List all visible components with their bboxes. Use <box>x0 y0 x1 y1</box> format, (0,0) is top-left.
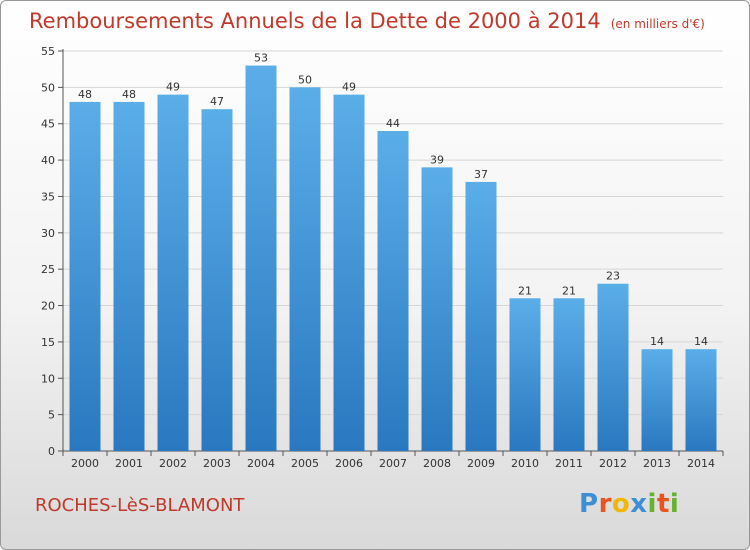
bar <box>421 167 453 451</box>
bar <box>69 101 101 451</box>
bar <box>157 94 189 452</box>
x-tick-label: 2007 <box>379 457 407 470</box>
data-label: 49 <box>342 81 356 94</box>
x-tick-label: 2000 <box>71 457 99 470</box>
data-label: 21 <box>562 284 576 297</box>
bar <box>553 298 585 451</box>
data-label: 44 <box>386 117 400 130</box>
proxiti-logo: Proxiti <box>579 489 679 519</box>
logo-letter: r <box>598 489 612 519</box>
y-tick-label: 45 <box>41 118 55 131</box>
bar <box>465 181 497 451</box>
bar <box>685 349 717 451</box>
bars <box>69 65 717 452</box>
y-tick-label: 20 <box>41 300 55 313</box>
bar <box>509 298 541 451</box>
data-label: 49 <box>166 81 180 94</box>
x-tick-label: 2011 <box>555 457 583 470</box>
y-tick-label: 55 <box>41 45 55 58</box>
chart-unit: (en milliers d'€) <box>610 17 705 31</box>
y-tick-label: 0 <box>48 445 55 458</box>
data-label: 23 <box>606 270 620 283</box>
y-tick-label: 30 <box>41 227 55 240</box>
x-tick-label: 2002 <box>159 457 187 470</box>
x-tick-label: 2003 <box>203 457 231 470</box>
x-tick-label: 2004 <box>247 457 275 470</box>
data-label: 47 <box>210 95 224 108</box>
x-tick-label: 2013 <box>643 457 671 470</box>
data-label: 48 <box>78 88 92 101</box>
chart-title-text: Remboursements Annuels de la Dette de 20… <box>29 9 601 33</box>
y-tick-label: 50 <box>41 81 55 94</box>
data-label: 14 <box>650 335 664 348</box>
logo-letter: i <box>647 489 657 519</box>
y-tick-label: 10 <box>41 372 55 385</box>
x-tick-label: 2008 <box>423 457 451 470</box>
y-tick-label: 15 <box>41 336 55 349</box>
x-tick-label: 2014 <box>687 457 715 470</box>
x-tick-label: 2005 <box>291 457 319 470</box>
logo-letter: o <box>611 489 631 519</box>
data-label: 48 <box>122 88 136 101</box>
bar <box>333 94 365 452</box>
bar <box>245 65 277 451</box>
y-tick-label: 35 <box>41 190 55 203</box>
x-tick-label: 2012 <box>599 457 627 470</box>
commune-name: ROCHES-LèS-BLAMONT <box>35 495 245 516</box>
data-label: 37 <box>474 168 488 181</box>
x-tick-label: 2006 <box>335 457 363 470</box>
logo-letter: t <box>656 489 670 519</box>
logo-letter: P <box>579 489 599 519</box>
chart-title: Remboursements Annuels de la Dette de 20… <box>29 9 705 33</box>
data-label: 53 <box>254 52 268 65</box>
bar <box>641 349 673 451</box>
logo-letter: x <box>630 489 648 519</box>
x-tick-label: 2010 <box>511 457 539 470</box>
x-tick-label: 2009 <box>467 457 495 470</box>
x-tick-label: 2001 <box>115 457 143 470</box>
bar <box>597 283 629 451</box>
bar <box>201 109 233 451</box>
labels: 48 48 49 47 53 50 49 44 39 37 21 21 23 14 14 <box>78 52 708 349</box>
data-label: 39 <box>430 153 444 166</box>
data-label: 21 <box>518 284 532 297</box>
data-label: 14 <box>694 335 708 348</box>
bar <box>289 87 321 451</box>
bar <box>377 131 409 451</box>
y-tick-label: 5 <box>48 409 55 422</box>
data-label: 50 <box>298 73 312 86</box>
bar <box>113 101 145 451</box>
y-tick-label: 40 <box>41 154 55 167</box>
y-tick-label: 25 <box>41 263 55 276</box>
logo-letter: i <box>669 489 680 519</box>
